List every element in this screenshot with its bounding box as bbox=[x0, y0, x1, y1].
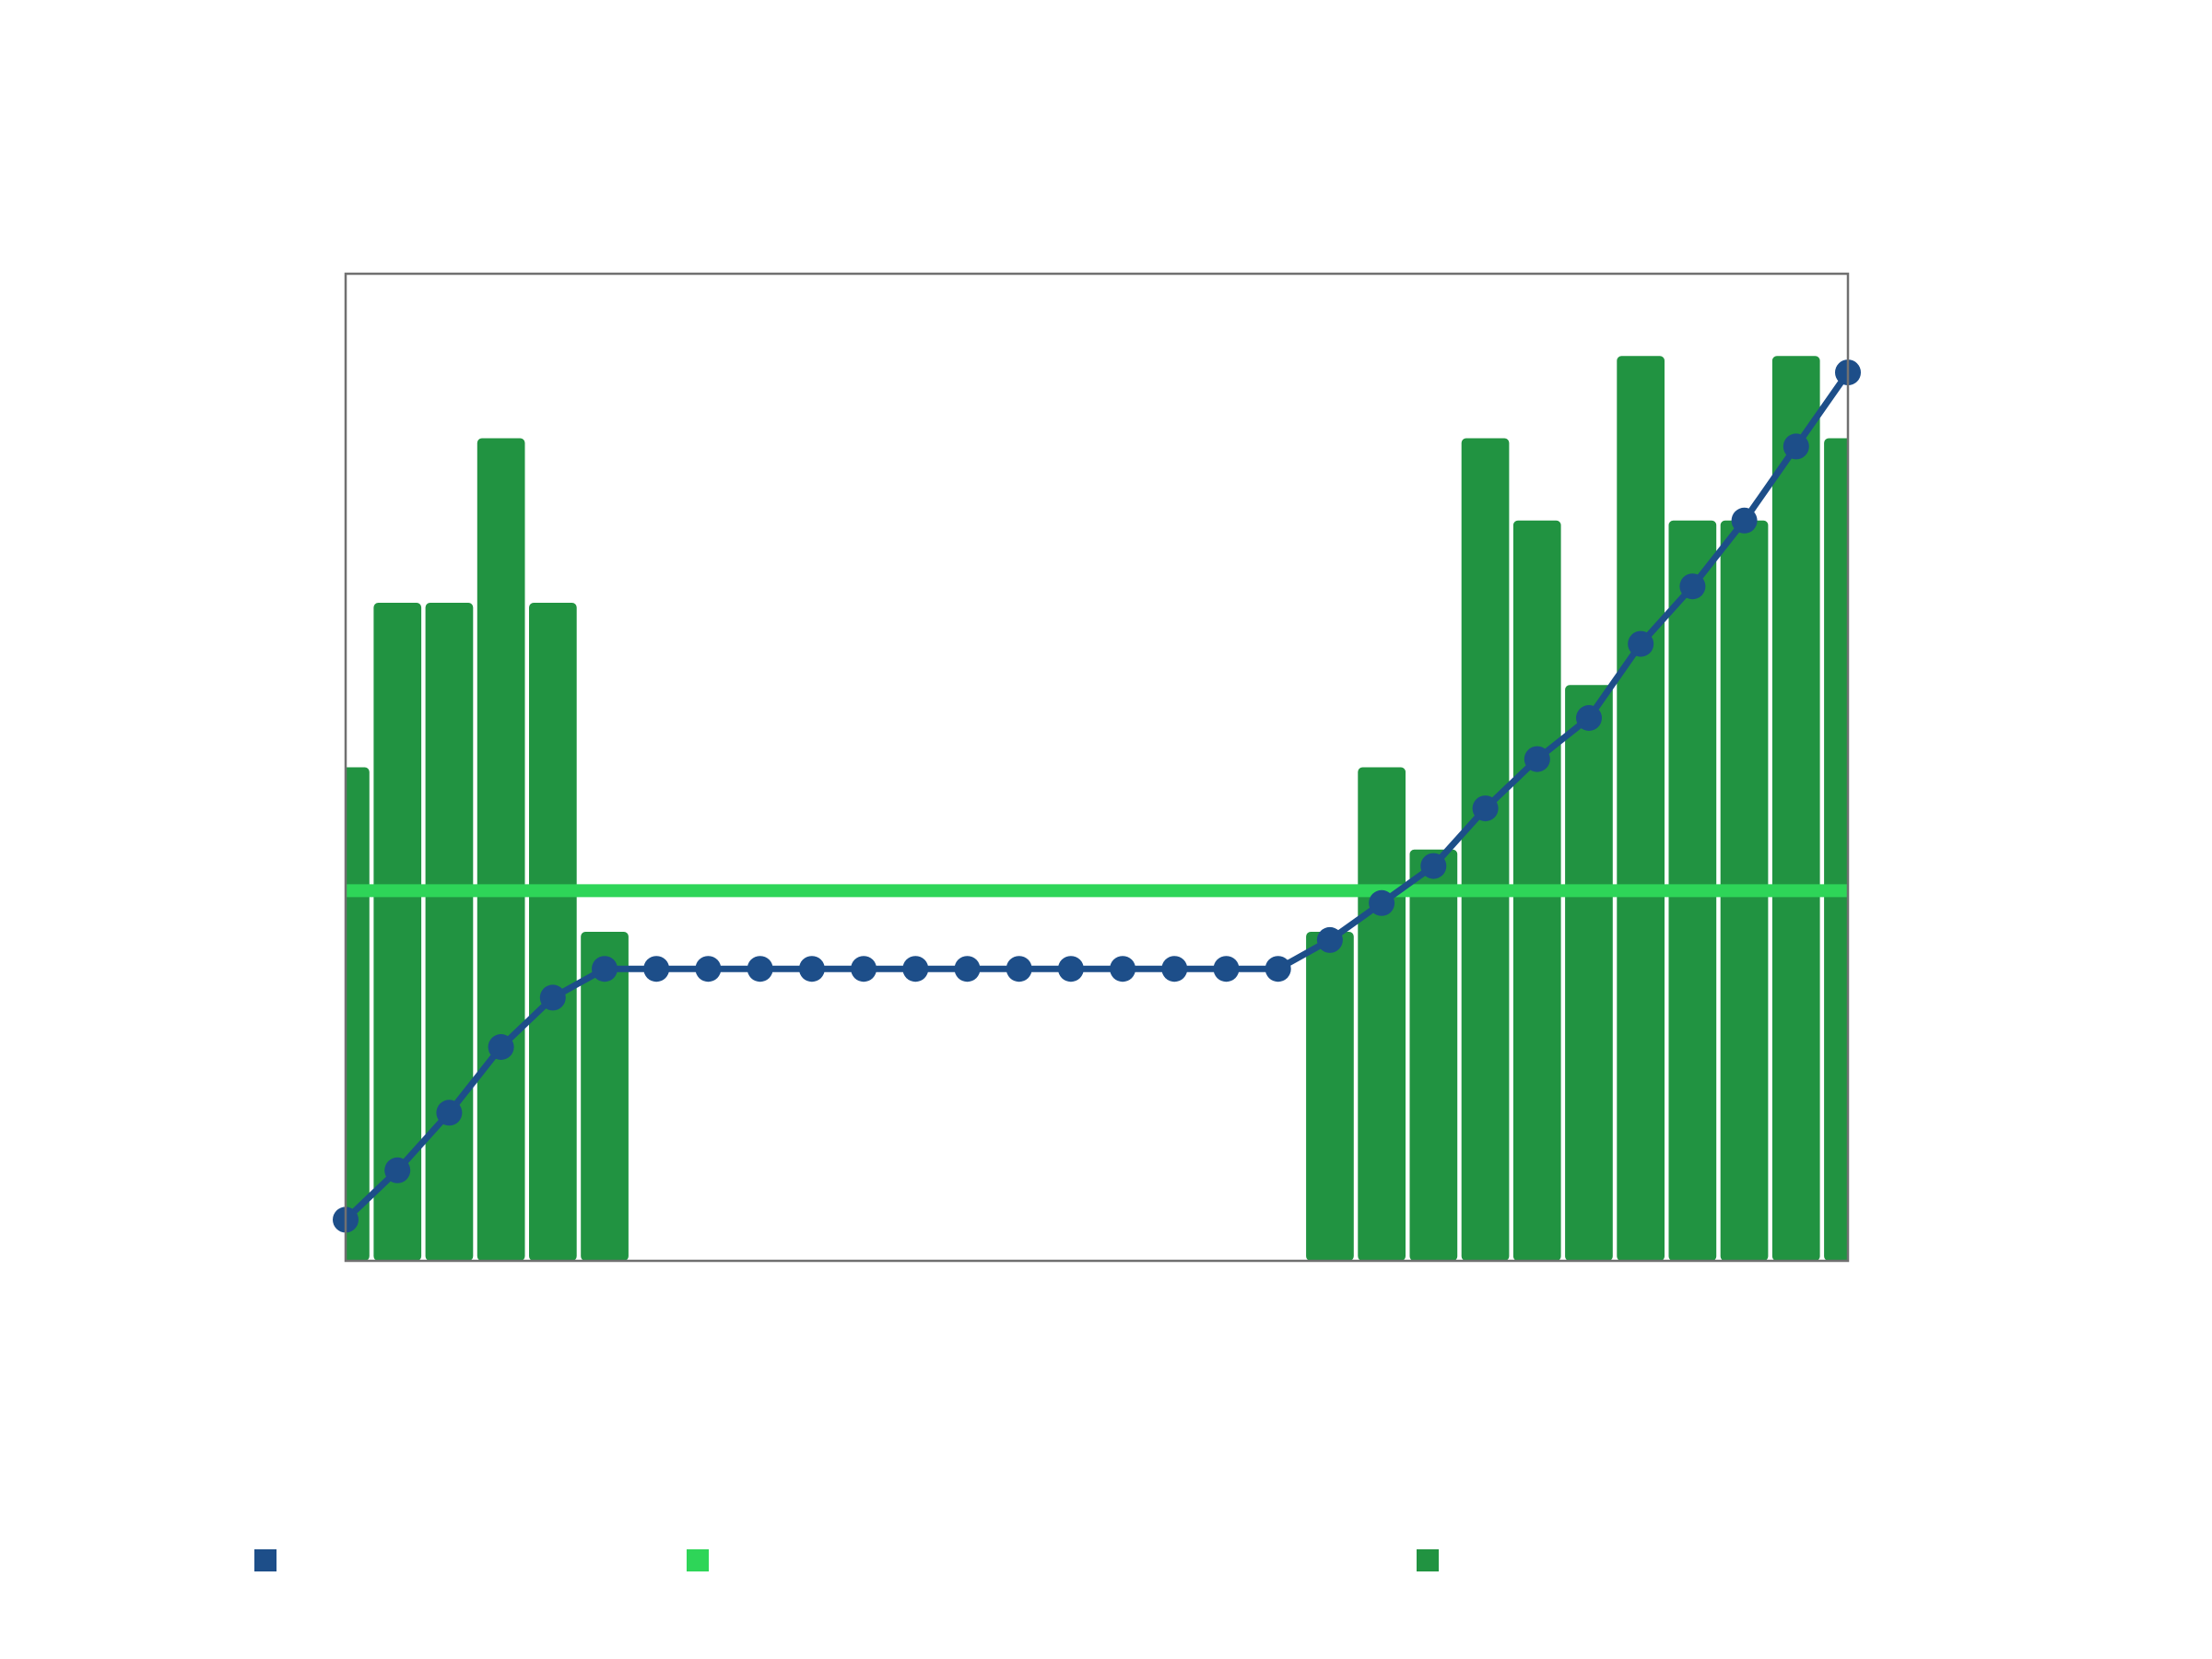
line-point bbox=[747, 956, 773, 982]
line-point bbox=[695, 956, 722, 982]
line-point bbox=[1265, 956, 1291, 982]
line-point bbox=[1783, 433, 1809, 460]
line-point bbox=[1110, 956, 1136, 982]
line-point bbox=[851, 956, 877, 982]
bar bbox=[1771, 356, 1820, 1261]
line-point bbox=[1006, 956, 1032, 982]
bar bbox=[581, 932, 629, 1261]
line-point bbox=[954, 956, 981, 982]
line-point bbox=[1524, 746, 1550, 772]
line-point bbox=[1576, 705, 1602, 731]
bar bbox=[1306, 932, 1354, 1261]
line-point bbox=[436, 1100, 463, 1126]
legend-swatch bbox=[1417, 1549, 1439, 1571]
bar bbox=[1617, 356, 1665, 1261]
line-point bbox=[1057, 956, 1084, 982]
line-point bbox=[384, 1157, 411, 1183]
line-point bbox=[643, 956, 670, 982]
plot-frame bbox=[344, 272, 1850, 1263]
line-point bbox=[1369, 889, 1395, 916]
bar bbox=[373, 603, 422, 1261]
bar bbox=[1461, 438, 1510, 1261]
line-point bbox=[1679, 573, 1706, 600]
bar bbox=[425, 603, 474, 1261]
line-point bbox=[1316, 926, 1343, 953]
line-point bbox=[539, 984, 566, 1011]
line-point bbox=[1161, 956, 1188, 982]
legend bbox=[254, 1549, 1439, 1571]
legend-swatch bbox=[687, 1549, 709, 1571]
line-point bbox=[1420, 853, 1447, 879]
line-point bbox=[902, 956, 929, 982]
bar bbox=[477, 438, 525, 1261]
bar bbox=[1358, 767, 1406, 1261]
bar bbox=[1565, 685, 1613, 1261]
line-point bbox=[1213, 956, 1240, 982]
line-point bbox=[488, 1034, 514, 1060]
line-point bbox=[592, 956, 618, 982]
line-point bbox=[798, 956, 825, 982]
bar bbox=[1824, 438, 1848, 1261]
bar bbox=[1409, 849, 1458, 1261]
legend-swatch bbox=[254, 1549, 276, 1571]
line-point bbox=[1731, 507, 1758, 534]
bar bbox=[529, 603, 577, 1261]
line-point bbox=[1472, 795, 1499, 822]
line-point bbox=[1628, 630, 1654, 657]
line-series bbox=[333, 359, 1861, 1233]
